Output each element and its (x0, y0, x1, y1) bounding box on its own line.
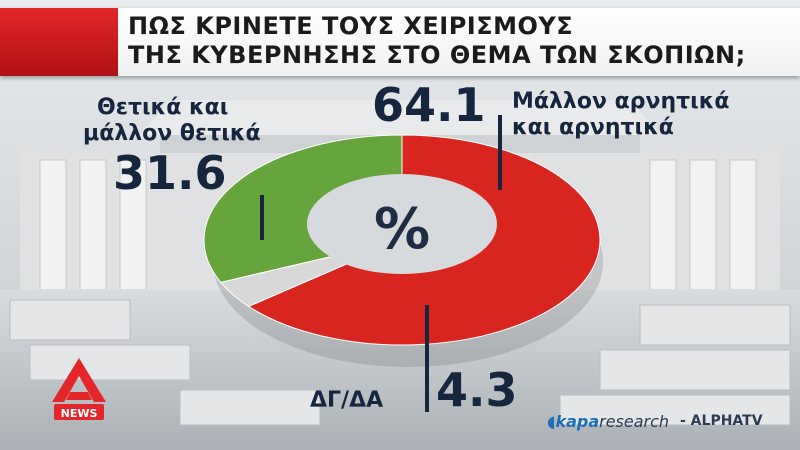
research-suffix: research (599, 412, 670, 431)
label-negative-text-line-1: Μάλλον αρνητικά (512, 89, 730, 114)
logo-news-text: NEWS (61, 407, 98, 420)
label-positive-text-line-1: Θετικά και (97, 95, 229, 120)
donut-hole (307, 174, 497, 274)
label-dk-value: 4.3 (436, 363, 518, 417)
title-bar: ΠΩΣ ΚΡΙΝΕΤΕ ΤΟΥΣ ΧΕΙΡΙΣΜΟΥΣ ΤΗΣ ΚΥΒΕΡΝΗΣ… (0, 8, 800, 76)
label-positive-text-line-2: μάλλον θετικά (83, 121, 261, 146)
chart-title-line-1: ΠΩΣ ΚΡΙΝΕΤΕ ΤΟΥΣ ΧΕΙΡΙΣΜΟΥΣ (128, 12, 574, 40)
alpha-news-logo: NEWS (52, 358, 106, 420)
kapa-icon: ◖ (547, 412, 556, 431)
label-positive-value: 31.6 (113, 146, 227, 200)
chart-title-line-2: ΤΗΣ ΚΥΒΕΡΝΗΣΗΣ ΣΤΟ ΘΕΜΑ ΤΩΝ ΣΚΟΠΙΩΝ; (128, 41, 746, 69)
research-prefix: kapa (555, 412, 600, 431)
label-negative-value: 64.1 (372, 78, 486, 132)
title-accent-block (0, 8, 118, 76)
chart-title: ΠΩΣ ΚΡΙΝΕΤΕ ΤΟΥΣ ΧΕΙΡΙΣΜΟΥΣ ΤΗΣ ΚΥΒΕΡΝΗΣ… (128, 12, 788, 70)
research-credit: ◖kaparesearch (547, 412, 669, 431)
label-dk-text: ΔΓ/ΔΑ (310, 388, 384, 413)
channel-credit: - ALPHATV (680, 413, 763, 429)
label-negative-text-line-2: και αρνητικά (512, 115, 674, 140)
center-percent-label: % (374, 197, 430, 262)
